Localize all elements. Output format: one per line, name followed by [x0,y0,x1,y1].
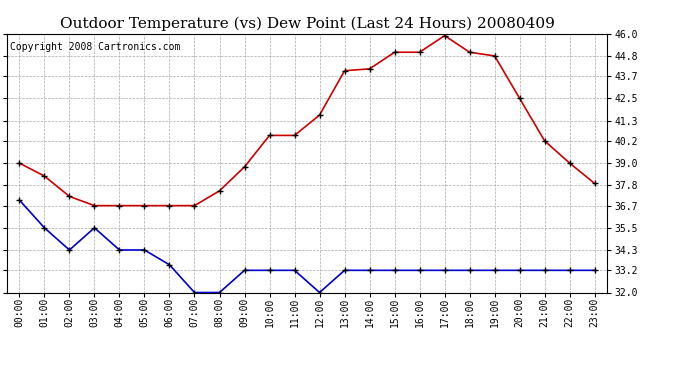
Text: Copyright 2008 Cartronics.com: Copyright 2008 Cartronics.com [10,42,180,51]
Title: Outdoor Temperature (vs) Dew Point (Last 24 Hours) 20080409: Outdoor Temperature (vs) Dew Point (Last… [59,17,555,31]
